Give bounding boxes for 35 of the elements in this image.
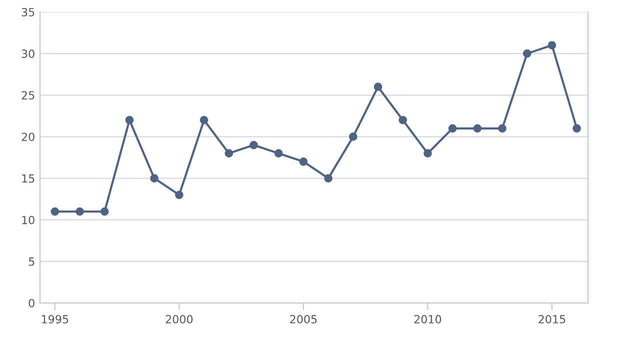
point [299,157,308,166]
y-tick-label: 35 [22,8,34,16]
point [125,116,134,124]
point [398,116,408,124]
point [498,124,506,133]
x-tick-label: 2010 [414,315,442,324]
point [200,116,208,124]
point [250,140,258,150]
point [50,207,60,216]
point [348,132,358,141]
point [424,149,432,158]
y-tick-label: 30 [22,50,34,58]
point [522,49,532,58]
point [548,41,556,50]
point [374,82,382,91]
x-tick-label: 1995 [42,315,68,324]
point [274,149,283,158]
point [150,174,158,182]
x-tick-label: 2005 [290,315,317,324]
point [324,174,332,182]
point [224,149,234,158]
point [473,124,482,133]
point [572,124,581,133]
x-tick-label: 2000 [166,315,193,324]
y-tick-label: 0 [28,298,34,308]
y-tick-label: 25 [22,91,34,100]
y-tick-label: 10 [22,216,34,224]
y-tick-label: 20 [22,132,34,142]
point [100,207,109,216]
point [76,207,84,216]
x-tick-label: 2015 [538,315,566,324]
y-tick-label: 15 [22,174,34,183]
y-tick-label: 5 [28,258,34,266]
point [175,190,184,200]
point [448,124,457,133]
